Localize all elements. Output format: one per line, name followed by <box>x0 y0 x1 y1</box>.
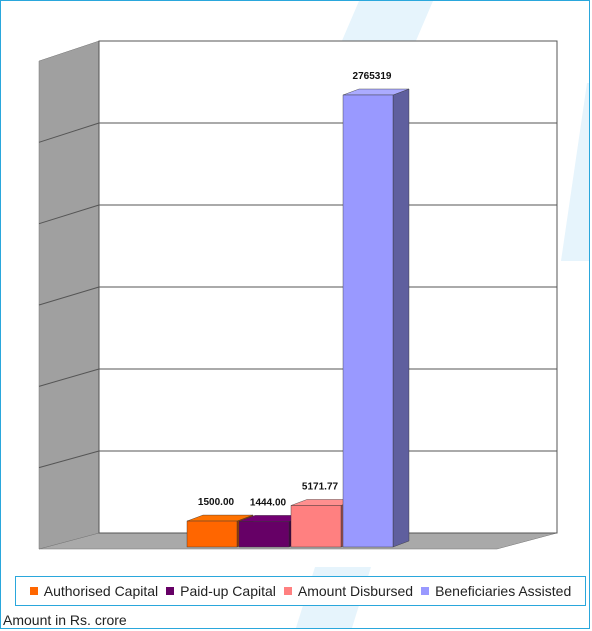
units-note: Amount in Rs. crore <box>3 612 127 628</box>
legend-label: Paid-up Capital <box>180 583 276 599</box>
bar <box>290 505 342 548</box>
chart-bars <box>186 88 410 548</box>
legend-label: Beneficiaries Assisted <box>435 583 572 599</box>
gridline-side <box>38 450 100 469</box>
data-label: 1500.00 <box>198 497 235 508</box>
watermark-stripe-right <box>561 83 589 261</box>
chart-gridlines <box>38 122 557 469</box>
legend-label: Amount Disbursed <box>297 583 414 599</box>
legend-item: Amount Disbursed <box>283 583 414 599</box>
data-label: 5171.77 <box>302 481 339 492</box>
chart-legend: Authorised Capital Paid-up Capital Amount … <box>15 576 586 606</box>
gridline-side <box>38 204 100 225</box>
data-label: 1444.00 <box>250 497 287 508</box>
bar <box>342 94 394 548</box>
legend-swatch <box>166 587 175 595</box>
bar <box>186 520 238 548</box>
gridline-side <box>38 122 100 143</box>
legend-label: Authorised Capital <box>43 583 159 599</box>
legend-swatch <box>283 587 292 595</box>
gridline-side <box>38 368 100 387</box>
legend-item: Paid-up Capital <box>166 583 276 599</box>
chart-side-wall <box>38 40 100 550</box>
bar-side <box>392 88 410 548</box>
bar <box>238 521 290 548</box>
gridline-side <box>38 286 100 306</box>
legend-swatch <box>29 587 38 595</box>
data-label: 2765319 <box>353 71 392 82</box>
legend-item: Authorised Capital <box>29 583 159 599</box>
legend-item: Beneficiaries Assisted <box>421 583 571 599</box>
chart-data-labels: 1500.00 1444.00 5171.77 2765319 <box>198 71 392 508</box>
legend-swatch <box>421 587 430 595</box>
